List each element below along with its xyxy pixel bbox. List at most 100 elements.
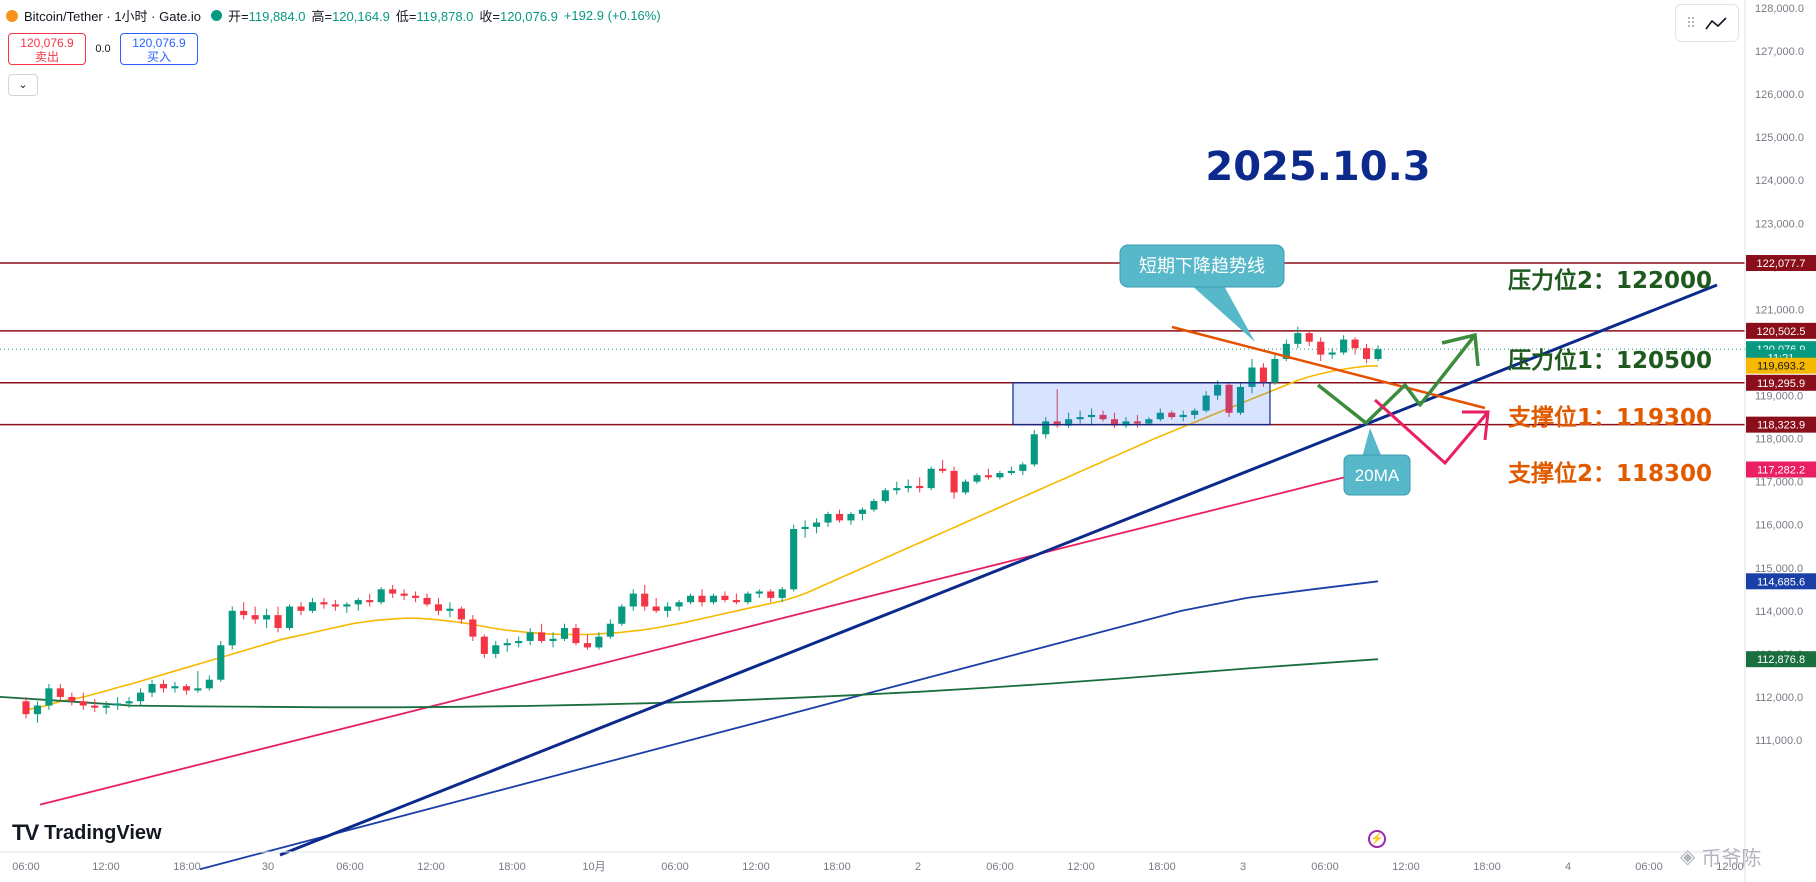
time-tick-label: 18:00	[1473, 861, 1501, 873]
symbol-title[interactable]: Bitcoin/Tether · 1小时 · Gate.io	[24, 9, 202, 24]
horizontal-levels[interactable]	[0, 262, 1745, 426]
candle-body	[515, 640, 523, 644]
candle-body	[377, 589, 385, 603]
candle-body	[56, 688, 64, 697]
candle-body	[297, 606, 305, 611]
chart-header: Bitcoin/Tether · 1小时 · Gate.io 开=119,884…	[6, 6, 661, 25]
price-tick-label: 119,000.0	[1755, 391, 1803, 403]
candle-body	[893, 488, 901, 491]
price-tick-label: 115,000.0	[1755, 563, 1803, 575]
tradingview-logo[interactable]: TV TradingView	[12, 820, 162, 846]
ma-pink-line	[39, 468, 1379, 806]
candle-body	[331, 604, 339, 607]
candle-body	[744, 593, 752, 603]
candle-body	[343, 604, 351, 607]
candle-body	[1271, 358, 1279, 383]
time-tick-label: 06:00	[1311, 861, 1339, 873]
candle-body	[308, 602, 316, 611]
price-tick-label: 112,000.0	[1755, 692, 1803, 704]
candle-body	[1065, 419, 1073, 426]
candle-body	[973, 475, 981, 482]
price-axis-bg	[1745, 0, 1816, 882]
candle-body	[79, 701, 87, 706]
candle-body	[709, 595, 718, 603]
candle-body	[205, 679, 213, 689]
price-tag-label: 119,693.2	[1757, 361, 1805, 373]
candle-body	[125, 701, 133, 704]
candle-body	[446, 608, 454, 611]
candle-body	[618, 606, 626, 624]
candle-body	[1248, 367, 1256, 387]
price-tick-label: 126,000.0	[1755, 89, 1804, 101]
time-tick-label: 12:00	[417, 861, 445, 873]
ma-callout-box	[1343, 454, 1411, 496]
ma-callout-label: 20MA	[1355, 466, 1400, 485]
candle-body	[984, 475, 992, 478]
candle-body	[698, 595, 706, 603]
price-tag-label: 122,077.7	[1757, 258, 1806, 270]
candle-body	[251, 615, 259, 620]
time-tick-label: 06:00	[12, 861, 40, 873]
candle-body	[778, 589, 786, 598]
time-tick-label: 10月	[582, 861, 605, 873]
candle-body	[732, 600, 740, 603]
consolidation-box	[1012, 382, 1271, 426]
candle-body	[389, 589, 397, 594]
candle-body	[538, 632, 546, 641]
candle-body	[950, 470, 958, 493]
candle-body	[1236, 386, 1245, 413]
downtrend-callout-box	[1119, 244, 1285, 288]
time-tick-label: 18:00	[1148, 861, 1176, 873]
downtrend-callout-pointer	[1180, 275, 1255, 342]
candle-body	[320, 602, 328, 605]
time-tick-label: 12:00	[742, 861, 770, 873]
time-tick-label: 12:00	[1716, 861, 1744, 873]
buy-button[interactable]: 120,076.9 买入	[120, 33, 198, 65]
candle-body	[1053, 421, 1061, 426]
candle-body	[91, 705, 99, 708]
trade-buttons: 120,076.9 卖出 0.0 120,076.9 买入	[8, 33, 198, 65]
drawings[interactable]: 短期下降趋势线 20MA 2025.10.3 压力位2：122000 压力位1：1205…	[279, 144, 1718, 857]
downtrend-line	[1171, 325, 1486, 410]
time-tick-label: 30	[262, 861, 274, 873]
price-tag-label: 119,295.9	[1757, 378, 1805, 390]
drawing-toolbox[interactable]: ⠿	[1675, 4, 1739, 42]
candle-body	[22, 701, 30, 715]
candle-body	[870, 501, 878, 510]
candle-body	[560, 628, 569, 639]
ma-green-line	[0, 658, 1379, 709]
low-label: 低=	[395, 9, 417, 24]
candle-body	[629, 593, 637, 607]
candle-body	[503, 643, 511, 646]
candle-body	[1305, 333, 1313, 342]
candle-body	[927, 468, 935, 489]
collapse-button[interactable]: ⌄	[8, 74, 38, 96]
spread-value: 0.0	[95, 43, 111, 55]
drag-handle-icon[interactable]: ⠿	[1685, 14, 1697, 31]
candle-body	[354, 600, 362, 605]
price-axis[interactable]: 128,000.0 127,000.0 126,000.0 125,000.0 124,…	[1744, 0, 1816, 882]
candle-body	[686, 595, 695, 603]
time-axis[interactable]: 06:00 12:00 18:00 30 06:00 12:00 18:00 10月 06:00…	[0, 851, 1745, 873]
price-tick-label: 116,000.0	[1755, 520, 1803, 532]
price-tick-label: 128,000.0	[1755, 3, 1804, 15]
candle-body	[434, 604, 443, 611]
price-tick-label: 118,000.0	[1755, 434, 1803, 446]
open-value: 119,884.0	[248, 9, 306, 24]
ma-navy-line	[199, 580, 1379, 871]
sell-price: 120,076.9	[20, 36, 74, 50]
candle-body	[939, 468, 947, 471]
price-tick-label: 124,000.0	[1755, 175, 1804, 187]
buy-price: 120,076.9	[132, 36, 186, 50]
candle-body	[68, 696, 76, 702]
sell-button[interactable]: 120,076.9 卖出	[8, 33, 86, 65]
candle-body	[480, 636, 488, 654]
candle-body	[102, 705, 110, 708]
bullish-path	[1316, 333, 1477, 425]
trendline-tool-icon[interactable]	[1704, 15, 1728, 31]
candle-body	[721, 595, 729, 601]
lightning-icon[interactable]: ⚡	[1368, 830, 1386, 848]
open-label: 开=	[228, 9, 249, 24]
candle-body	[1317, 341, 1325, 355]
